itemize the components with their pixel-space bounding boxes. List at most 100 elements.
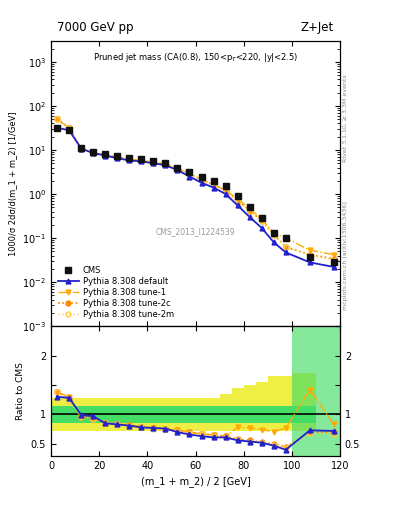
Pythia 8.308 tune-1 bbox=[67, 125, 72, 131]
Pythia 8.308 tune-1 bbox=[223, 187, 228, 194]
Pythia 8.308 tune-1 bbox=[175, 165, 180, 172]
Line: Pythia 8.308 tune-1: Pythia 8.308 tune-1 bbox=[55, 117, 336, 257]
Pythia 8.308 tune-2c bbox=[151, 159, 156, 165]
Pythia 8.308 tune-2m bbox=[259, 218, 264, 224]
Line: Pythia 8.308 tune-2c: Pythia 8.308 tune-2c bbox=[55, 117, 336, 261]
Pythia 8.308 default bbox=[259, 225, 264, 231]
CMS bbox=[247, 204, 252, 210]
Pythia 8.308 tune-2c bbox=[332, 255, 336, 262]
CMS bbox=[307, 253, 312, 260]
Pythia 8.308 tune-2m bbox=[272, 231, 276, 238]
Pythia 8.308 tune-2m bbox=[151, 159, 156, 165]
Pythia 8.308 default bbox=[199, 180, 204, 186]
Pythia 8.308 tune-2c bbox=[307, 251, 312, 258]
Pythia 8.308 tune-2m bbox=[235, 198, 240, 204]
Pythia 8.308 tune-2c bbox=[175, 165, 180, 172]
Pythia 8.308 tune-2c bbox=[187, 170, 192, 177]
Pythia 8.308 tune-2c bbox=[199, 177, 204, 183]
Pythia 8.308 tune-2c bbox=[211, 181, 216, 187]
CMS bbox=[91, 150, 95, 156]
Pythia 8.308 tune-2m bbox=[187, 170, 192, 177]
X-axis label: (m_1 + m_2) / 2 [GeV]: (m_1 + m_2) / 2 [GeV] bbox=[141, 476, 250, 487]
Pythia 8.308 tune-2m bbox=[103, 152, 108, 158]
Pythia 8.308 tune-2m bbox=[211, 182, 216, 188]
CMS bbox=[283, 235, 288, 241]
Text: 7000 GeV pp: 7000 GeV pp bbox=[57, 21, 133, 34]
CMS bbox=[187, 169, 192, 175]
Text: mcplots.cern.ch [arXiv:1306.3436]: mcplots.cern.ch [arXiv:1306.3436] bbox=[343, 202, 348, 310]
Text: Z+Jet: Z+Jet bbox=[301, 21, 334, 34]
Pythia 8.308 tune-1 bbox=[247, 205, 252, 211]
Pythia 8.308 tune-1 bbox=[151, 159, 156, 165]
Pythia 8.308 tune-2c bbox=[235, 198, 240, 204]
Pythia 8.308 default bbox=[211, 184, 216, 190]
Pythia 8.308 default bbox=[103, 153, 108, 159]
Pythia 8.308 tune-1 bbox=[163, 161, 168, 167]
Text: Rivet 3.1.10, ≥ 3.3M events: Rivet 3.1.10, ≥ 3.3M events bbox=[343, 74, 348, 162]
CMS bbox=[115, 153, 119, 159]
Text: CMS_2013_I1224539: CMS_2013_I1224539 bbox=[156, 227, 235, 237]
Pythia 8.308 default bbox=[235, 202, 240, 208]
Pythia 8.308 tune-1 bbox=[79, 145, 84, 152]
Pythia 8.308 default bbox=[175, 167, 180, 173]
Pythia 8.308 default bbox=[55, 125, 59, 131]
CMS bbox=[79, 145, 84, 151]
CMS bbox=[67, 127, 72, 134]
Pythia 8.308 tune-1 bbox=[103, 152, 108, 158]
Pythia 8.308 tune-1 bbox=[272, 230, 276, 236]
CMS bbox=[151, 158, 156, 164]
Pythia 8.308 tune-2m bbox=[307, 252, 312, 259]
Pythia 8.308 default bbox=[127, 157, 132, 163]
CMS bbox=[139, 156, 144, 162]
Pythia 8.308 tune-2m bbox=[139, 157, 144, 163]
Pythia 8.308 tune-2c bbox=[247, 207, 252, 214]
CMS bbox=[199, 174, 204, 180]
Pythia 8.308 tune-2m bbox=[332, 257, 336, 263]
CMS bbox=[103, 151, 108, 157]
CMS bbox=[332, 259, 336, 265]
Pythia 8.308 tune-2m bbox=[199, 177, 204, 183]
Pythia 8.308 tune-1 bbox=[127, 156, 132, 162]
Pythia 8.308 tune-2m bbox=[283, 244, 288, 250]
Pythia 8.308 tune-1 bbox=[115, 154, 119, 160]
Pythia 8.308 tune-1 bbox=[55, 116, 59, 122]
Line: Pythia 8.308 default: Pythia 8.308 default bbox=[55, 125, 336, 269]
Pythia 8.308 tune-1 bbox=[139, 157, 144, 163]
Pythia 8.308 tune-2c bbox=[283, 244, 288, 250]
Pythia 8.308 tune-1 bbox=[283, 235, 288, 241]
Pythia 8.308 tune-2c bbox=[115, 154, 119, 160]
Pythia 8.308 tune-2c bbox=[163, 161, 168, 167]
Pythia 8.308 tune-2c bbox=[223, 187, 228, 194]
Pythia 8.308 tune-2c bbox=[91, 150, 95, 156]
Line: CMS: CMS bbox=[54, 124, 337, 266]
Pythia 8.308 default bbox=[79, 145, 84, 152]
Text: Pruned jet mass (CA(0.8), 150<p$_T$<220, |y|<2.5): Pruned jet mass (CA(0.8), 150<p$_T$<220,… bbox=[93, 51, 298, 64]
Pythia 8.308 default bbox=[223, 191, 228, 197]
Pythia 8.308 default bbox=[283, 249, 288, 255]
Pythia 8.308 tune-2m bbox=[55, 116, 59, 122]
Pythia 8.308 tune-2c bbox=[259, 218, 264, 224]
Legend: CMS, Pythia 8.308 default, Pythia 8.308 tune-1, Pythia 8.308 tune-2c, Pythia 8.3: CMS, Pythia 8.308 default, Pythia 8.308 … bbox=[55, 264, 176, 322]
Pythia 8.308 default bbox=[272, 239, 276, 245]
Pythia 8.308 tune-1 bbox=[259, 216, 264, 222]
Pythia 8.308 tune-2c bbox=[67, 125, 72, 131]
Pythia 8.308 default bbox=[67, 127, 72, 134]
Pythia 8.308 tune-2m bbox=[247, 208, 252, 215]
Pythia 8.308 tune-2m bbox=[175, 165, 180, 172]
Pythia 8.308 tune-2m bbox=[91, 150, 95, 156]
Pythia 8.308 tune-2c bbox=[55, 116, 59, 122]
CMS bbox=[163, 160, 168, 166]
Y-axis label: 1000/σ 2dσ/d(m_1 + m_2) [1/GeV]: 1000/σ 2dσ/d(m_1 + m_2) [1/GeV] bbox=[8, 111, 17, 256]
Pythia 8.308 tune-1 bbox=[91, 150, 95, 156]
CMS bbox=[259, 215, 264, 221]
Pythia 8.308 tune-1 bbox=[187, 170, 192, 177]
Pythia 8.308 tune-2m bbox=[67, 125, 72, 132]
Pythia 8.308 default bbox=[151, 160, 156, 166]
Pythia 8.308 tune-1 bbox=[211, 181, 216, 187]
Line: Pythia 8.308 tune-2m: Pythia 8.308 tune-2m bbox=[55, 117, 336, 262]
Pythia 8.308 default bbox=[247, 214, 252, 220]
CMS bbox=[55, 125, 59, 131]
Y-axis label: Ratio to CMS: Ratio to CMS bbox=[16, 362, 25, 420]
Pythia 8.308 tune-2m bbox=[79, 145, 84, 152]
Pythia 8.308 tune-1 bbox=[235, 196, 240, 202]
